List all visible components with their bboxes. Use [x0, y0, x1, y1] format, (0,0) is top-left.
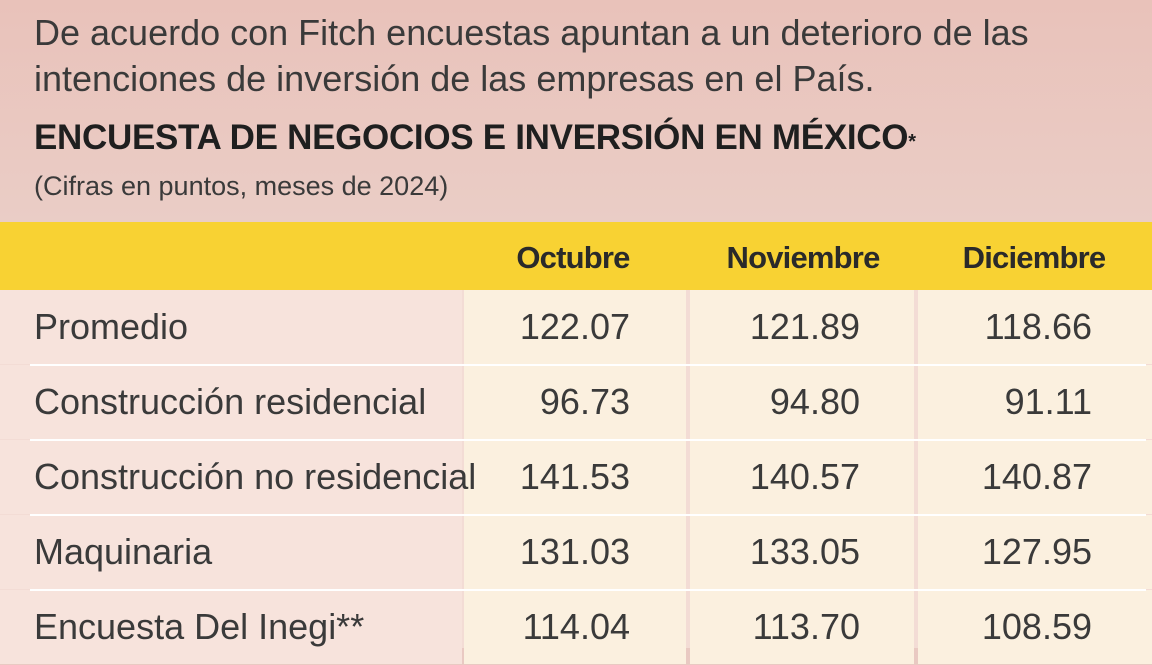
- title-footnote-mark: *: [908, 131, 916, 153]
- value-cell: [464, 440, 686, 514]
- table-title: ENCUESTA DE NEGOCIOS E INVERSIÓN EN MÉXI…: [34, 114, 916, 162]
- col-header-octubre: Octubre: [516, 240, 630, 275]
- value-cell: [918, 440, 1152, 514]
- row-divider: [30, 364, 1146, 366]
- value-construccion-residencial-noviembre: 94.80: [769, 381, 860, 422]
- value-maquinaria-noviembre: 133.05: [749, 531, 860, 572]
- header-panel: [0, 0, 1152, 222]
- value-promedio-diciembre: 118.66: [984, 306, 1092, 347]
- column-header-band: [0, 222, 1152, 290]
- row-label-promedio: Promedio: [34, 306, 189, 347]
- row-label-construccion-no-residencial: Construcción no residencial: [34, 456, 477, 497]
- value-cell: [918, 365, 1152, 439]
- value-cell: [690, 440, 914, 514]
- value-construccion-no-residencial-diciembre: 140.87: [981, 456, 1092, 497]
- value-construccion-residencial-octubre: 96.73: [539, 381, 630, 422]
- value-cell: [918, 515, 1152, 589]
- row-label-maquinaria: Maquinaria: [34, 531, 213, 572]
- value-cell: [690, 365, 914, 439]
- value-promedio-noviembre: 121.89: [749, 306, 860, 347]
- row-divider: [30, 589, 1146, 591]
- row-divider: [30, 439, 1146, 441]
- value-construccion-no-residencial-noviembre: 140.57: [749, 456, 860, 497]
- table-row: Encuesta Del Inegi** 114.04 113.70 108.5…: [0, 590, 1152, 665]
- row-label-construccion-residencial: Construcción residencial: [34, 381, 427, 422]
- value-cell: [464, 515, 686, 589]
- value-cell: [690, 290, 914, 364]
- value-construccion-no-residencial-octubre: 141.53: [519, 456, 630, 497]
- label-cell: [0, 515, 462, 589]
- row-divider: [30, 514, 1146, 516]
- label-cell: [0, 440, 462, 514]
- value-encuesta-inegi-diciembre: 108.59: [981, 606, 1092, 647]
- data-table: Promedio 122.07 121.89 118.66 Construcci…: [0, 290, 1152, 664]
- col-header-noviembre: Noviembre: [726, 240, 880, 275]
- label-cell: [0, 365, 462, 439]
- value-maquinaria-diciembre: 127.95: [981, 531, 1092, 572]
- value-maquinaria-octubre: 131.03: [519, 531, 630, 572]
- value-cell: [464, 290, 686, 364]
- table-row: Construcción no residencial 141.53 140.5…: [0, 440, 1152, 515]
- col-header-diciembre: Diciembre: [962, 240, 1107, 275]
- value-encuesta-inegi-octubre: 114.04: [522, 606, 630, 647]
- value-promedio-octubre: 122.07: [519, 306, 630, 347]
- table-row: Maquinaria 131.03 133.05 127.95: [0, 515, 1152, 590]
- value-cell: [918, 290, 1152, 364]
- value-construccion-residencial-diciembre: 91.11: [1004, 381, 1092, 422]
- value-encuesta-inegi-noviembre: 113.70: [752, 606, 860, 647]
- value-cell: [464, 365, 686, 439]
- row-label-encuesta-inegi: Encuesta Del Inegi**: [34, 606, 365, 647]
- intro-text: De acuerdo con Fitch encuestas apuntan a…: [34, 12, 1029, 99]
- table-subtitle: (Cifras en puntos, meses de 2024): [34, 171, 449, 201]
- value-cell: [690, 515, 914, 589]
- table-row: Promedio 122.07 121.89 118.66: [0, 290, 1152, 365]
- table-row: Construcción residencial 96.73 94.80 91.…: [0, 365, 1152, 440]
- table-title-text: ENCUESTA DE NEGOCIOS E INVERSIÓN EN MÉXI…: [34, 118, 909, 157]
- label-cell: [0, 290, 462, 364]
